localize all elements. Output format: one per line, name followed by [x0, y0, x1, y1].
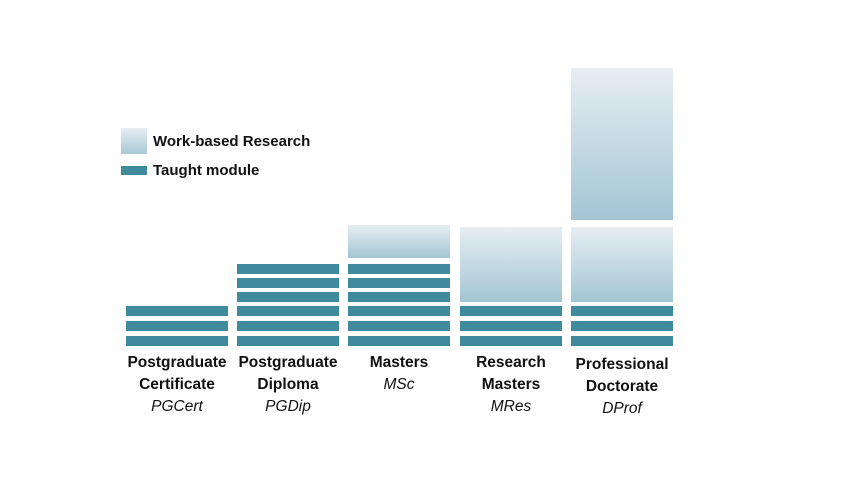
caption-line1: Research	[476, 354, 546, 371]
taught-module	[237, 306, 339, 316]
caption-line1: Postgraduate	[127, 354, 227, 371]
taught-module	[348, 306, 450, 316]
caption-pgcert: Postgraduate Certificate PGCert	[112, 352, 242, 418]
caption-abbr: PGDip	[265, 398, 311, 415]
taught-module	[348, 292, 450, 302]
caption-abbr: PGCert	[151, 398, 203, 415]
taught-module	[348, 264, 450, 274]
research-block	[460, 227, 562, 302]
legend-item-research: Work-based Research	[121, 128, 310, 154]
taught-module	[348, 321, 450, 331]
caption-line2: Masters	[481, 376, 541, 393]
taught-module	[460, 336, 562, 346]
caption-mres: Research Masters MRes	[446, 352, 576, 418]
taught-module	[348, 336, 450, 346]
caption-abbr: DProf	[602, 400, 642, 417]
research-block	[348, 225, 450, 258]
taught-module	[571, 336, 673, 346]
taught-module	[126, 336, 228, 346]
column-dprof	[571, 68, 673, 346]
caption-line2: Certificate	[139, 376, 215, 393]
caption-pgdip: Postgraduate Diploma PGDip	[223, 352, 353, 418]
legend-taught-label: Taught module	[153, 162, 260, 179]
column-mres	[460, 227, 562, 346]
taught-module	[126, 306, 228, 316]
legend-research-label: Work-based Research	[153, 132, 311, 150]
column-pgcert	[126, 306, 228, 346]
caption-abbr: MRes	[490, 398, 532, 415]
caption-line1: Professional	[575, 356, 669, 373]
research-block	[571, 68, 673, 220]
taught-module	[571, 306, 673, 316]
caption-line2: Diploma	[257, 376, 319, 393]
legend-item-taught: Taught module	[121, 162, 259, 179]
taught-module	[237, 264, 339, 274]
caption-line1: Postgraduate	[238, 354, 338, 371]
taught-module	[348, 278, 450, 288]
taught-module	[571, 321, 673, 331]
taught-module	[237, 336, 339, 346]
taught-module	[237, 292, 339, 302]
taught-module	[460, 306, 562, 316]
caption-line1: Masters	[369, 354, 429, 371]
caption-line2: Doctorate	[585, 378, 659, 395]
taught-module	[460, 321, 562, 331]
column-pgdip	[237, 264, 339, 346]
taught-module	[237, 278, 339, 288]
taught-module	[126, 321, 228, 331]
research-block	[571, 227, 673, 302]
taught-swatch	[121, 166, 147, 175]
taught-module	[237, 321, 339, 331]
column-msc	[348, 225, 450, 346]
research-swatch	[121, 128, 147, 154]
caption-msc: Masters MSc	[334, 352, 464, 396]
caption-dprof: Professional Doctorate DProf	[557, 354, 687, 420]
caption-abbr: MSc	[383, 376, 415, 393]
